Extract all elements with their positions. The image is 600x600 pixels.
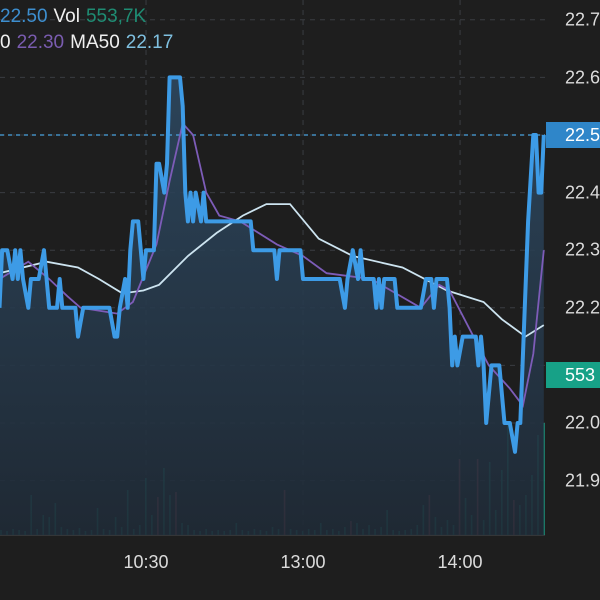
ma50-line [0,203,545,338]
volume-bar-up [543,423,545,535]
vol-label: Vol [53,6,80,27]
y-tick-label: 22.6 [565,67,600,88]
y-tick-label: 22.0 [565,412,600,433]
legend-row-2: 0 22.30 MA50 22.17 [0,32,179,54]
y-tick-label: 22.3 [565,239,600,260]
y-tick-label: 22.4 [565,182,600,203]
y-tick-label: 22.2 [565,297,600,318]
price-line [0,75,546,454]
price-area-fill [0,77,544,535]
vol-value: 553,7K [85,6,147,27]
x-tick-label: 10:30 [123,552,169,572]
ma-short-value: 22.30 [16,32,65,53]
ma50-value: 22.17 [125,32,174,53]
ma-short-label: 0 [0,32,11,53]
last-price-badge: 22.5 [546,122,600,148]
ma50-label: MA50 [70,32,120,53]
x-tick-label: 14:00 [437,552,483,572]
y-tick-label: 22.7 [565,9,600,30]
x-tick-label: 13:00 [280,552,326,572]
legend-row-1: 22.50 Vol 553,7K [0,6,152,28]
price-value: 22.50 [0,6,48,27]
y-tick-label: 21.9 [565,470,600,491]
last-volume-badge: 553 [546,362,600,388]
